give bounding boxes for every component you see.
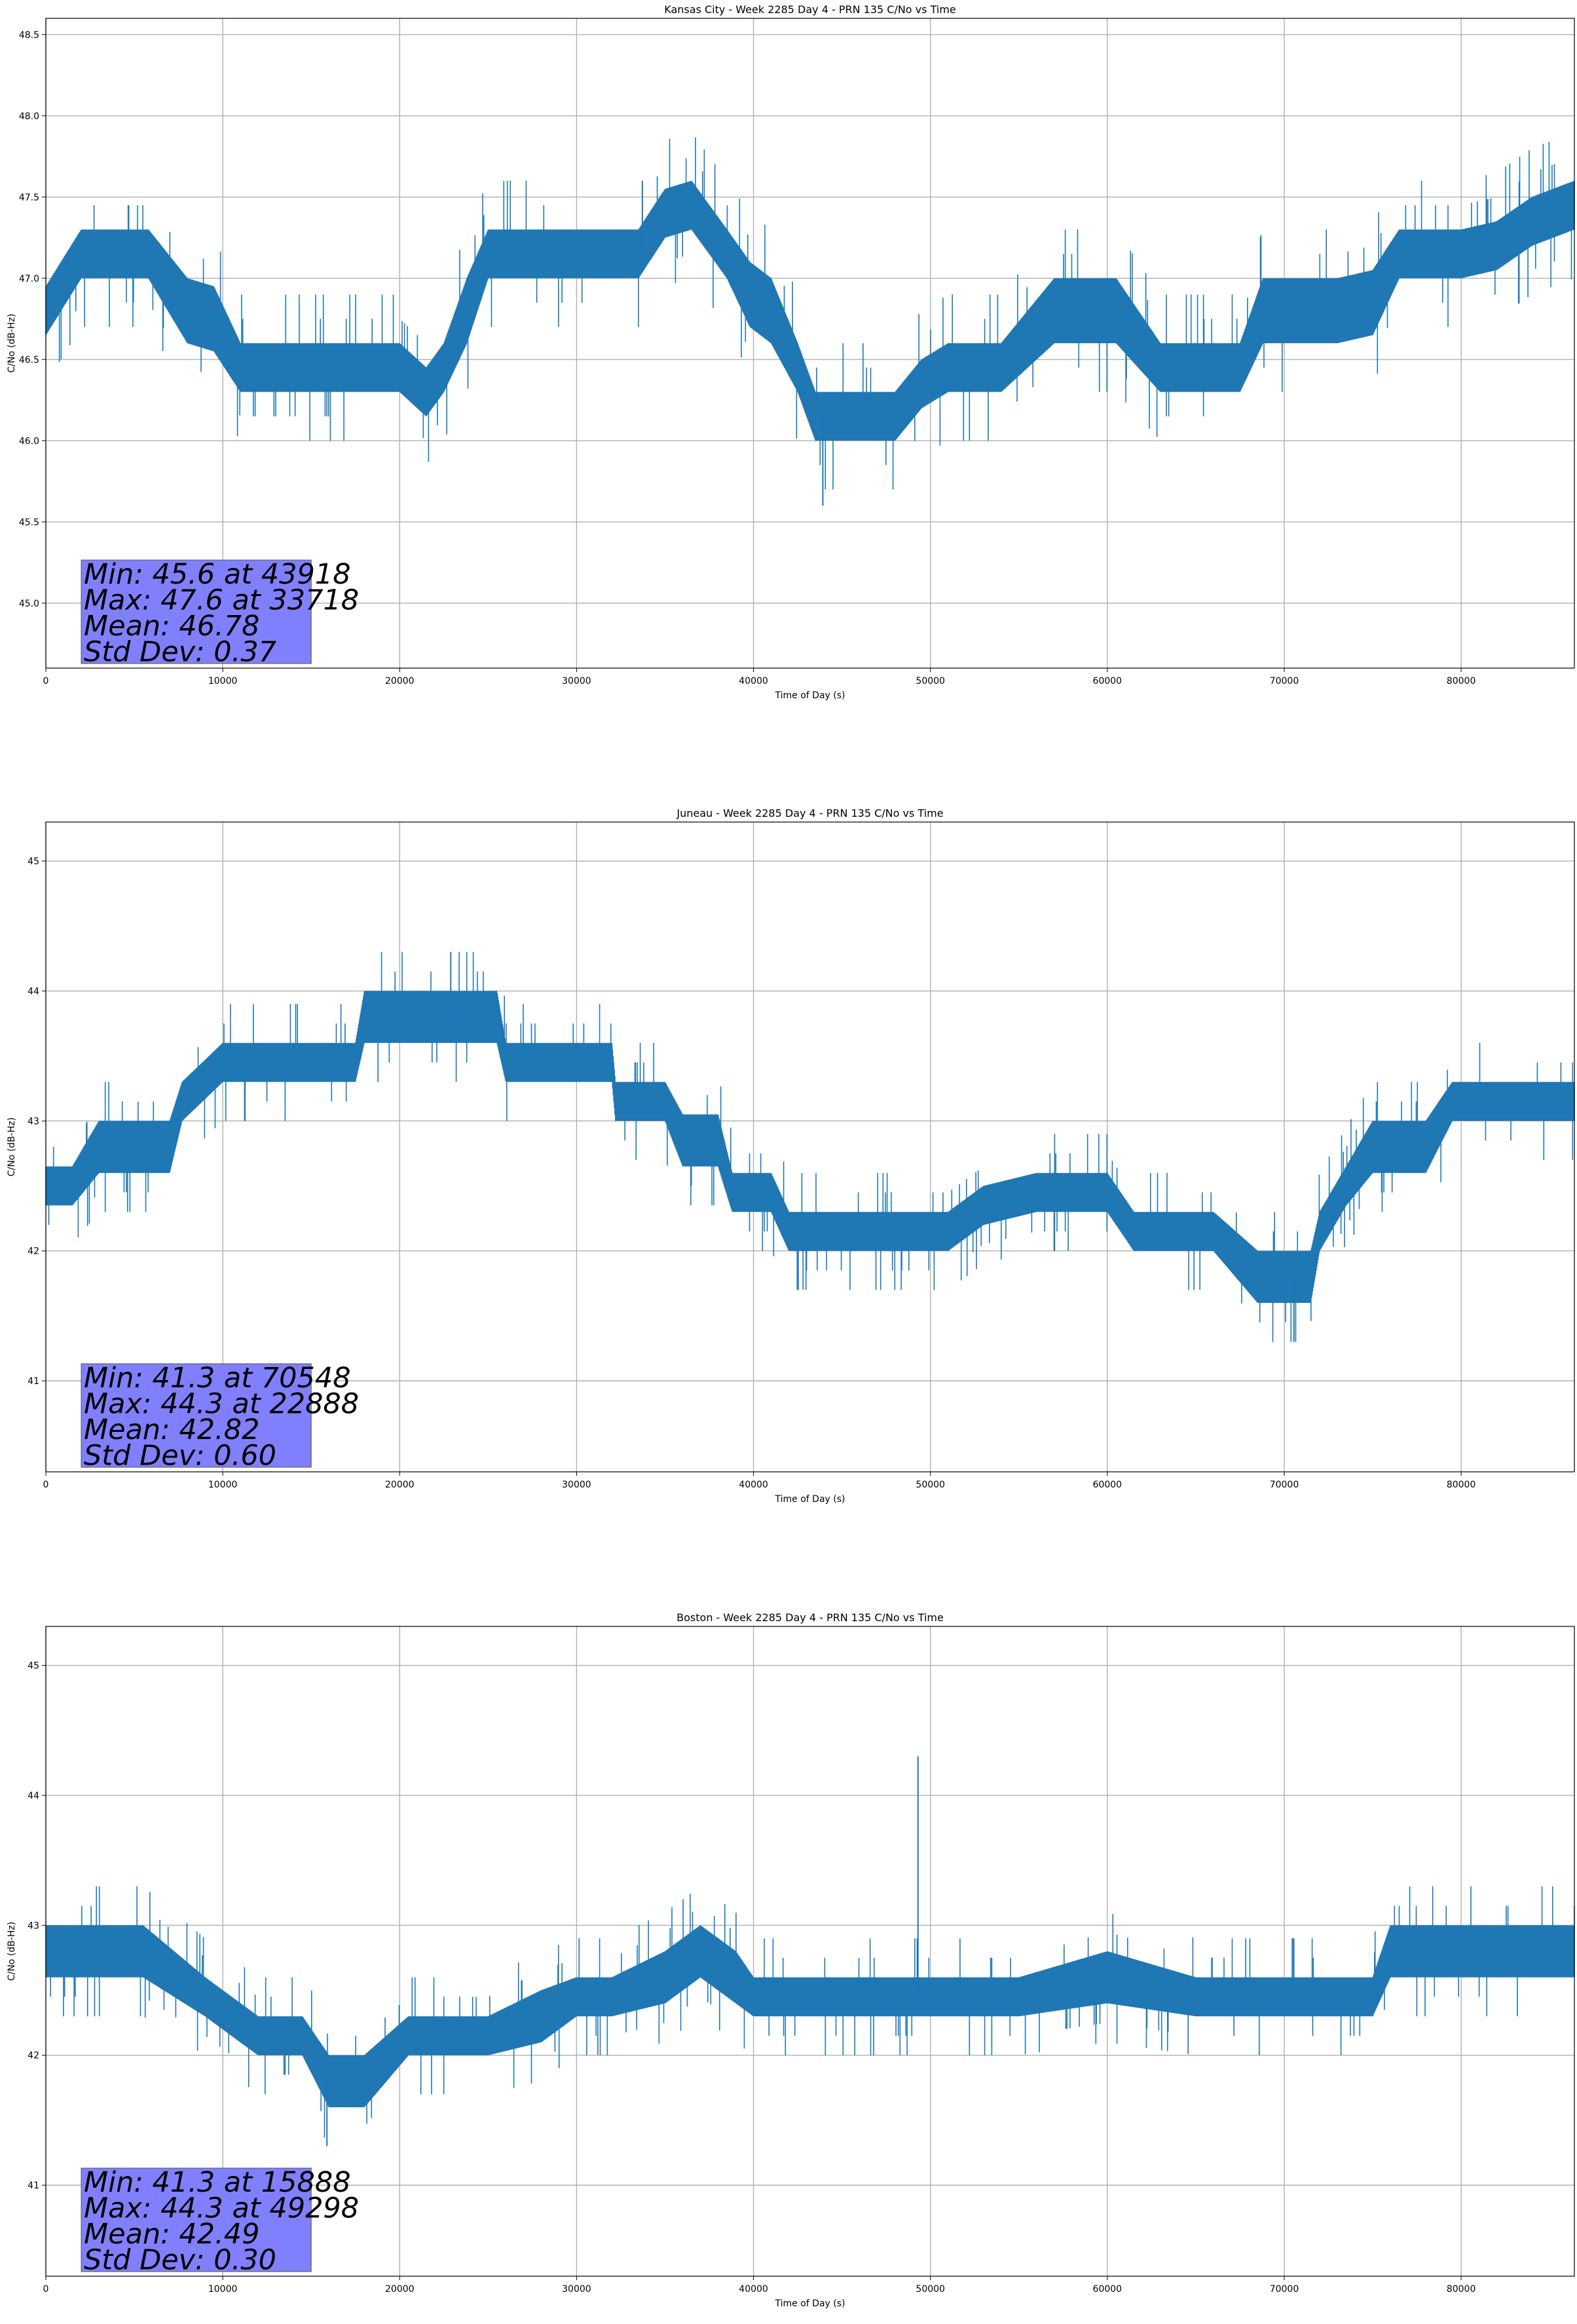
y-tick-label: 44 xyxy=(28,1791,39,1801)
y-tick-label: 47.5 xyxy=(19,193,39,203)
axes-frame xyxy=(45,1626,1575,2277)
y-tick-label: 46.5 xyxy=(19,355,39,365)
x-tick-label: 50000 xyxy=(916,676,945,686)
x-tick-label: 80000 xyxy=(1447,676,1476,686)
x-axis-label: Time of Day (s) xyxy=(775,1494,845,1505)
y-tick-label: 45 xyxy=(28,1661,39,1672)
stats-line: Max: 44.3 at 49298 xyxy=(84,2192,359,2225)
y-tick-label: 42 xyxy=(28,1246,39,1257)
x-tick-label: 70000 xyxy=(1270,1480,1299,1490)
y-tick-label: 46.0 xyxy=(19,436,39,447)
x-tick-label: 40000 xyxy=(739,676,768,686)
stats-line: Min: 45.6 at 43918 xyxy=(84,558,351,591)
y-tick-label: 44 xyxy=(28,986,39,997)
axes-frame xyxy=(45,18,1575,669)
stats-line: Mean: 46.78 xyxy=(84,610,259,643)
x-tick-label: 10000 xyxy=(208,676,238,686)
y-tick-label: 45.5 xyxy=(19,517,39,528)
x-tick-label: 20000 xyxy=(385,2284,415,2295)
x-tick-label: 50000 xyxy=(916,2284,945,2295)
x-tick-label: 60000 xyxy=(1093,1480,1122,1490)
stats-line: Mean: 42.49 xyxy=(84,2218,259,2251)
chart-title: Juneau - Week 2285 Day 4 - PRN 135 C/No … xyxy=(676,807,943,819)
stats-line: Std Dev: 0.30 xyxy=(84,2244,276,2277)
x-tick-label: 50000 xyxy=(916,1480,945,1490)
stats-line: Max: 47.6 at 33718 xyxy=(84,584,359,617)
y-tick-label: 47.0 xyxy=(19,274,39,284)
x-axis-label: Time of Day (s) xyxy=(775,2298,845,2309)
x-tick-label: 40000 xyxy=(739,2284,768,2295)
x-tick-label: 60000 xyxy=(1093,2284,1122,2295)
x-tick-label: 70000 xyxy=(1270,2284,1299,2295)
y-axis-label: C/No (dB-Hz) xyxy=(7,314,17,373)
chart-title: Boston - Week 2285 Day 4 - PRN 135 C/No … xyxy=(677,1611,944,1624)
y-tick-label: 48.5 xyxy=(19,30,39,41)
stats-line: Std Dev: 0.60 xyxy=(84,1440,276,1472)
x-tick-label: 60000 xyxy=(1093,676,1122,686)
x-tick-label: 70000 xyxy=(1270,676,1299,686)
y-tick-label: 45.0 xyxy=(19,599,39,609)
chart-panel-3: 0 10000 20000 30000 40000 50000 60000 70000 8000… xyxy=(7,1611,1575,2309)
stats-line: Min: 41.3 at 70548 xyxy=(84,1362,351,1395)
x-tick-label: 0 xyxy=(43,676,49,686)
stats-line: Std Dev: 0.37 xyxy=(84,636,276,669)
stats-box xyxy=(81,1363,312,1468)
x-tick-label: 20000 xyxy=(385,676,415,686)
x-tick-label: 80000 xyxy=(1447,2284,1476,2295)
y-tick-label: 41 xyxy=(28,2181,39,2191)
y-axis-label: C/No (dB-Hz) xyxy=(7,1117,17,1176)
stats-line: Min: 41.3 at 15888 xyxy=(84,2166,351,2199)
y-axis-label: C/No (dB-Hz) xyxy=(7,1922,17,1981)
x-tick-label: 30000 xyxy=(562,1480,591,1490)
x-tick-label: 10000 xyxy=(208,1480,238,1490)
x-tick-label: 0 xyxy=(43,1480,49,1490)
stats-line: Max: 44.3 at 22888 xyxy=(84,1388,359,1421)
stats-box xyxy=(81,2167,312,2272)
stats-line: Mean: 42.82 xyxy=(84,1414,259,1446)
x-tick-label: 30000 xyxy=(562,2284,591,2295)
x-tick-label: 0 xyxy=(43,2284,49,2295)
chart-title: Kansas City - Week 2285 Day 4 - PRN 135 … xyxy=(664,3,955,16)
y-tick-label: 43 xyxy=(28,1116,39,1127)
x-tick-label: 10000 xyxy=(208,2284,238,2295)
y-tick-label: 41 xyxy=(28,1376,39,1387)
chart-panels: 0 10000 20000 30000 40000 50000 60000 70000 8000… xyxy=(7,3,1575,2309)
y-tick-label: 42 xyxy=(28,2051,39,2061)
x-tick-label: 20000 xyxy=(385,1480,415,1490)
x-tick-label: 40000 xyxy=(739,1480,768,1490)
y-tick-label: 43 xyxy=(28,1921,39,1931)
x-axis-label: Time of Day (s) xyxy=(775,690,845,701)
axes-frame xyxy=(45,821,1575,1472)
stats-box xyxy=(81,559,312,664)
y-tick-label: 48.0 xyxy=(19,111,39,122)
x-tick-label: 80000 xyxy=(1447,1480,1476,1490)
chart-panel-2: 0 10000 20000 30000 40000 50000 60000 70000 8000… xyxy=(7,807,1575,1505)
x-tick-label: 30000 xyxy=(562,676,591,686)
chart-panel-1: 0 10000 20000 30000 40000 50000 60000 70000 8000… xyxy=(7,3,1575,701)
y-tick-label: 45 xyxy=(28,857,39,867)
